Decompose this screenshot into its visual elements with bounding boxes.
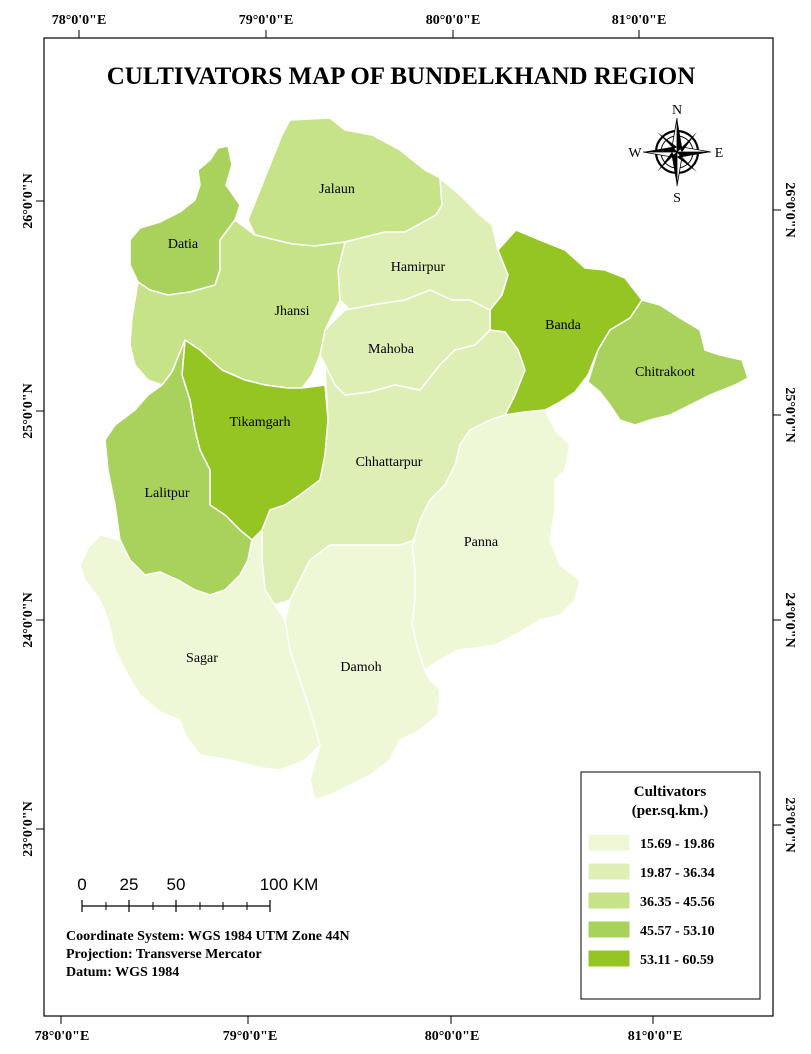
district-damoh[interactable] [284, 539, 441, 801]
top-longitude-label: 81°0'0"E [612, 13, 667, 28]
label-chitrakoot: Chitrakoot [635, 365, 695, 380]
bottom-graticule: 78°0'0"E 79°0'0"E 80°0'0"E 81°0'0"E [35, 1016, 683, 1044]
label-chhattarpur: Chhattarpur [356, 455, 423, 470]
district-panna[interactable] [411, 409, 581, 671]
legend-swatch [587, 862, 631, 881]
coordinate-info: Coordinate System: WGS 1984 UTM Zone 44N… [66, 929, 350, 980]
compass-rose: N S E W [628, 103, 723, 206]
compass-west: W [628, 146, 642, 161]
coordinate-system-text: Coordinate System: WGS 1984 UTM Zone 44N [66, 929, 350, 944]
legend-item-label: 19.87 - 36.34 [640, 866, 715, 881]
top-longitude-label: 79°0'0"E [239, 13, 294, 28]
legend-item-label: 53.11 - 60.59 [640, 953, 714, 968]
compass-north: N [672, 103, 682, 118]
label-jalaun: Jalaun [319, 182, 355, 197]
label-lalitpur: Lalitpur [144, 486, 189, 501]
left-latitude-label: 23°0'0"N [21, 801, 36, 856]
right-latitude-label: 24°0'0"N [782, 592, 797, 647]
compass-south: S [673, 191, 681, 206]
scale-label: 50 [167, 875, 186, 894]
left-latitude-label: 24°0'0"N [21, 592, 36, 647]
bottom-longitude-label: 78°0'0"E [35, 1029, 90, 1044]
legend-unit: (per.sq.km.) [632, 803, 709, 819]
legend-item-label: 45.57 - 53.10 [640, 924, 715, 939]
legend-swatch [587, 833, 631, 852]
legend-swatch [587, 949, 631, 968]
left-graticule: 26°0'0"N 25°0'0"N 24°0'0"N 23°0'0"N [21, 173, 44, 857]
datum-text: Datum: WGS 1984 [66, 965, 179, 980]
label-sagar: Sagar [186, 651, 218, 666]
bottom-longitude-label: 79°0'0"E [223, 1029, 278, 1044]
label-banda: Banda [545, 318, 582, 333]
left-latitude-label: 25°0'0"N [21, 383, 36, 438]
label-jhansi: Jhansi [275, 304, 310, 319]
projection-text: Projection: Transverse Mercator [66, 947, 262, 962]
scale-label: 100 KM [260, 875, 319, 894]
label-tikamgarh: Tikamgarh [230, 415, 291, 430]
scale-bar: 0 25 50 100 KM [77, 875, 318, 912]
top-graticule: 78°0'0"E 79°0'0"E 80°0'0"E 81°0'0"E [52, 13, 667, 38]
legend-item-label: 36.35 - 45.56 [640, 895, 715, 910]
legend-title: Cultivators [634, 784, 707, 800]
top-longitude-label: 78°0'0"E [52, 13, 107, 28]
scale-label: 0 [77, 875, 86, 894]
district-chitrakoot[interactable] [587, 299, 749, 426]
legend-swatch [587, 920, 631, 939]
label-damoh: Damoh [340, 660, 381, 675]
label-panna: Panna [464, 535, 499, 550]
left-latitude-label: 26°0'0"N [21, 173, 36, 228]
right-graticule: 26°0'0"N 25°0'0"N 24°0'0"N 23°0'0"N [773, 182, 797, 853]
top-longitude-label: 80°0'0"E [426, 13, 481, 28]
legend: Cultivators (per.sq.km.) 15.69 - 19.86 1… [580, 771, 761, 1000]
districts [79, 117, 749, 801]
scale-label: 25 [120, 875, 139, 894]
label-mahoba: Mahoba [368, 342, 415, 357]
map-title: CULTIVATORS MAP OF BUNDELKHAND REGION [107, 63, 696, 90]
legend-swatch [587, 891, 631, 910]
bottom-longitude-label: 80°0'0"E [425, 1029, 480, 1044]
right-latitude-label: 23°0'0"N [782, 797, 797, 852]
legend-item-label: 15.69 - 19.86 [640, 837, 715, 852]
bottom-longitude-label: 81°0'0"E [628, 1029, 683, 1044]
right-latitude-label: 26°0'0"N [782, 182, 797, 237]
label-hamirpur: Hamirpur [391, 260, 446, 275]
district-labels: Jalaun Datia Hamirpur Jhansi Banda Mahob… [144, 182, 695, 675]
right-latitude-label: 25°0'0"N [782, 387, 797, 442]
compass-east: E [715, 146, 724, 161]
label-datia: Datia [168, 237, 199, 252]
